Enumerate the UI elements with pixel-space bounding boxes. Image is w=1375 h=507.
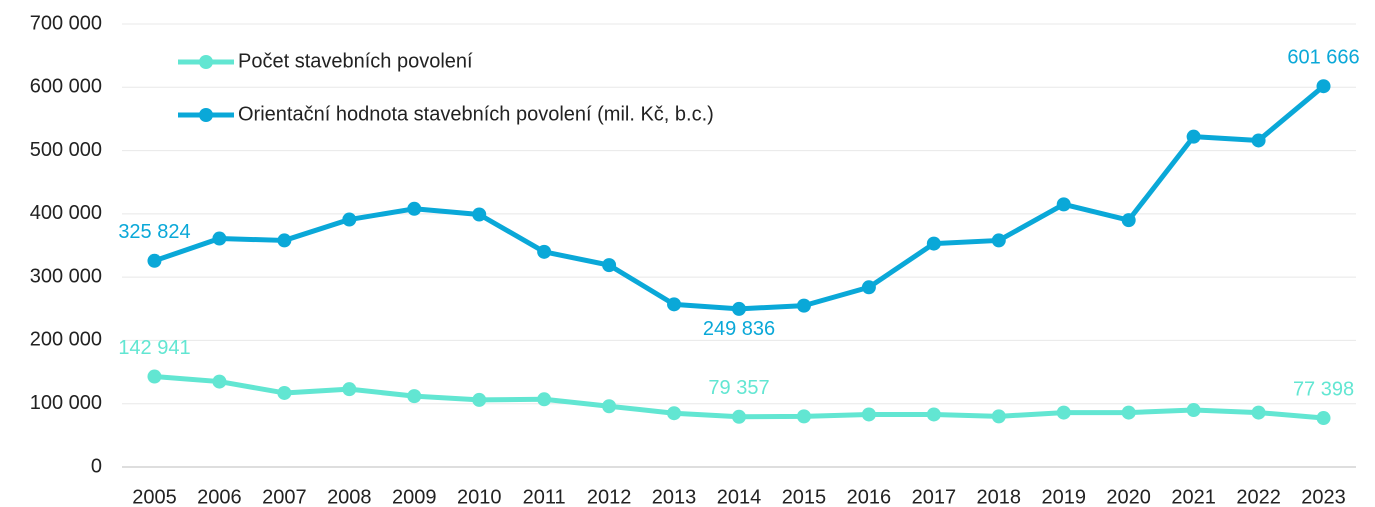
data-point [537, 244, 552, 259]
data-point [1121, 213, 1136, 228]
legend-marker [199, 108, 213, 122]
x-tick-label: 2015 [782, 486, 827, 507]
data-point [1251, 133, 1266, 148]
data-point [342, 382, 357, 397]
y-tick-label: 700 000 [30, 12, 102, 34]
x-tick-label: 2007 [262, 486, 307, 507]
data-point [277, 385, 292, 400]
data-point [212, 231, 227, 246]
x-tick-label: 2017 [912, 486, 957, 507]
data-point [667, 297, 682, 312]
data-point [277, 233, 292, 248]
x-tick-label: 2014 [717, 486, 762, 507]
data-point [602, 258, 617, 273]
data-point [147, 369, 162, 384]
x-tick-label: 2018 [977, 486, 1022, 507]
data-point [926, 407, 941, 422]
x-tick-label: 2008 [327, 486, 372, 507]
data-point [1316, 411, 1331, 426]
data-label: 601 666 [1287, 47, 1359, 69]
legend-label: Orientační hodnota stavebních povolení (… [238, 103, 714, 125]
x-tick-label: 2010 [457, 486, 502, 507]
data-point [407, 389, 422, 404]
data-label: 325 824 [118, 221, 190, 243]
x-tick-label: 2005 [132, 486, 177, 507]
data-label: 249 836 [703, 318, 775, 340]
data-point [991, 409, 1006, 424]
data-point [732, 301, 746, 316]
x-tick-label: 2016 [847, 486, 892, 507]
data-point [732, 409, 746, 424]
y-tick-label: 200 000 [30, 329, 102, 351]
data-point [1056, 405, 1071, 420]
data-label: 142 941 [118, 337, 190, 359]
data-point [407, 201, 422, 216]
data-point [1316, 79, 1331, 94]
data-point [1251, 405, 1266, 420]
x-tick-label: 2013 [652, 486, 697, 507]
y-tick-label: 500 000 [30, 139, 102, 161]
data-label: 79 357 [708, 377, 769, 399]
x-tick-label: 2019 [1041, 486, 1086, 507]
data-point [1186, 129, 1201, 144]
x-tick-label: 2009 [392, 486, 437, 507]
x-tick-label: 2022 [1236, 486, 1281, 507]
data-point [472, 392, 487, 407]
data-point [861, 280, 876, 295]
y-tick-label: 100 000 [30, 392, 102, 414]
y-tick-label: 0 [91, 455, 102, 477]
data-point [212, 374, 227, 389]
x-tick-label: 2020 [1106, 486, 1151, 507]
y-tick-label: 300 000 [30, 265, 102, 287]
data-point [147, 253, 162, 268]
data-point [472, 207, 487, 222]
data-point [342, 212, 357, 227]
data-label: 77 398 [1293, 378, 1354, 400]
data-point [991, 233, 1006, 248]
y-tick-label: 600 000 [30, 76, 102, 98]
data-point [1056, 197, 1071, 212]
data-point [537, 392, 552, 407]
data-point [667, 406, 682, 421]
x-tick-label: 2011 [523, 486, 566, 507]
x-tick-label: 2023 [1301, 486, 1346, 507]
data-point [1121, 405, 1136, 420]
data-point [861, 407, 876, 422]
x-tick-label: 2012 [587, 486, 632, 507]
x-tick-label: 2006 [197, 486, 242, 507]
data-point [926, 236, 941, 251]
data-point [602, 399, 617, 414]
data-point [1186, 403, 1201, 418]
legend-label: Počet stavebních povolení [238, 50, 473, 72]
data-point [796, 409, 811, 424]
data-point [796, 298, 811, 313]
y-tick-label: 400 000 [30, 202, 102, 224]
x-tick-label: 2021 [1171, 486, 1216, 507]
legend-marker [199, 55, 213, 69]
